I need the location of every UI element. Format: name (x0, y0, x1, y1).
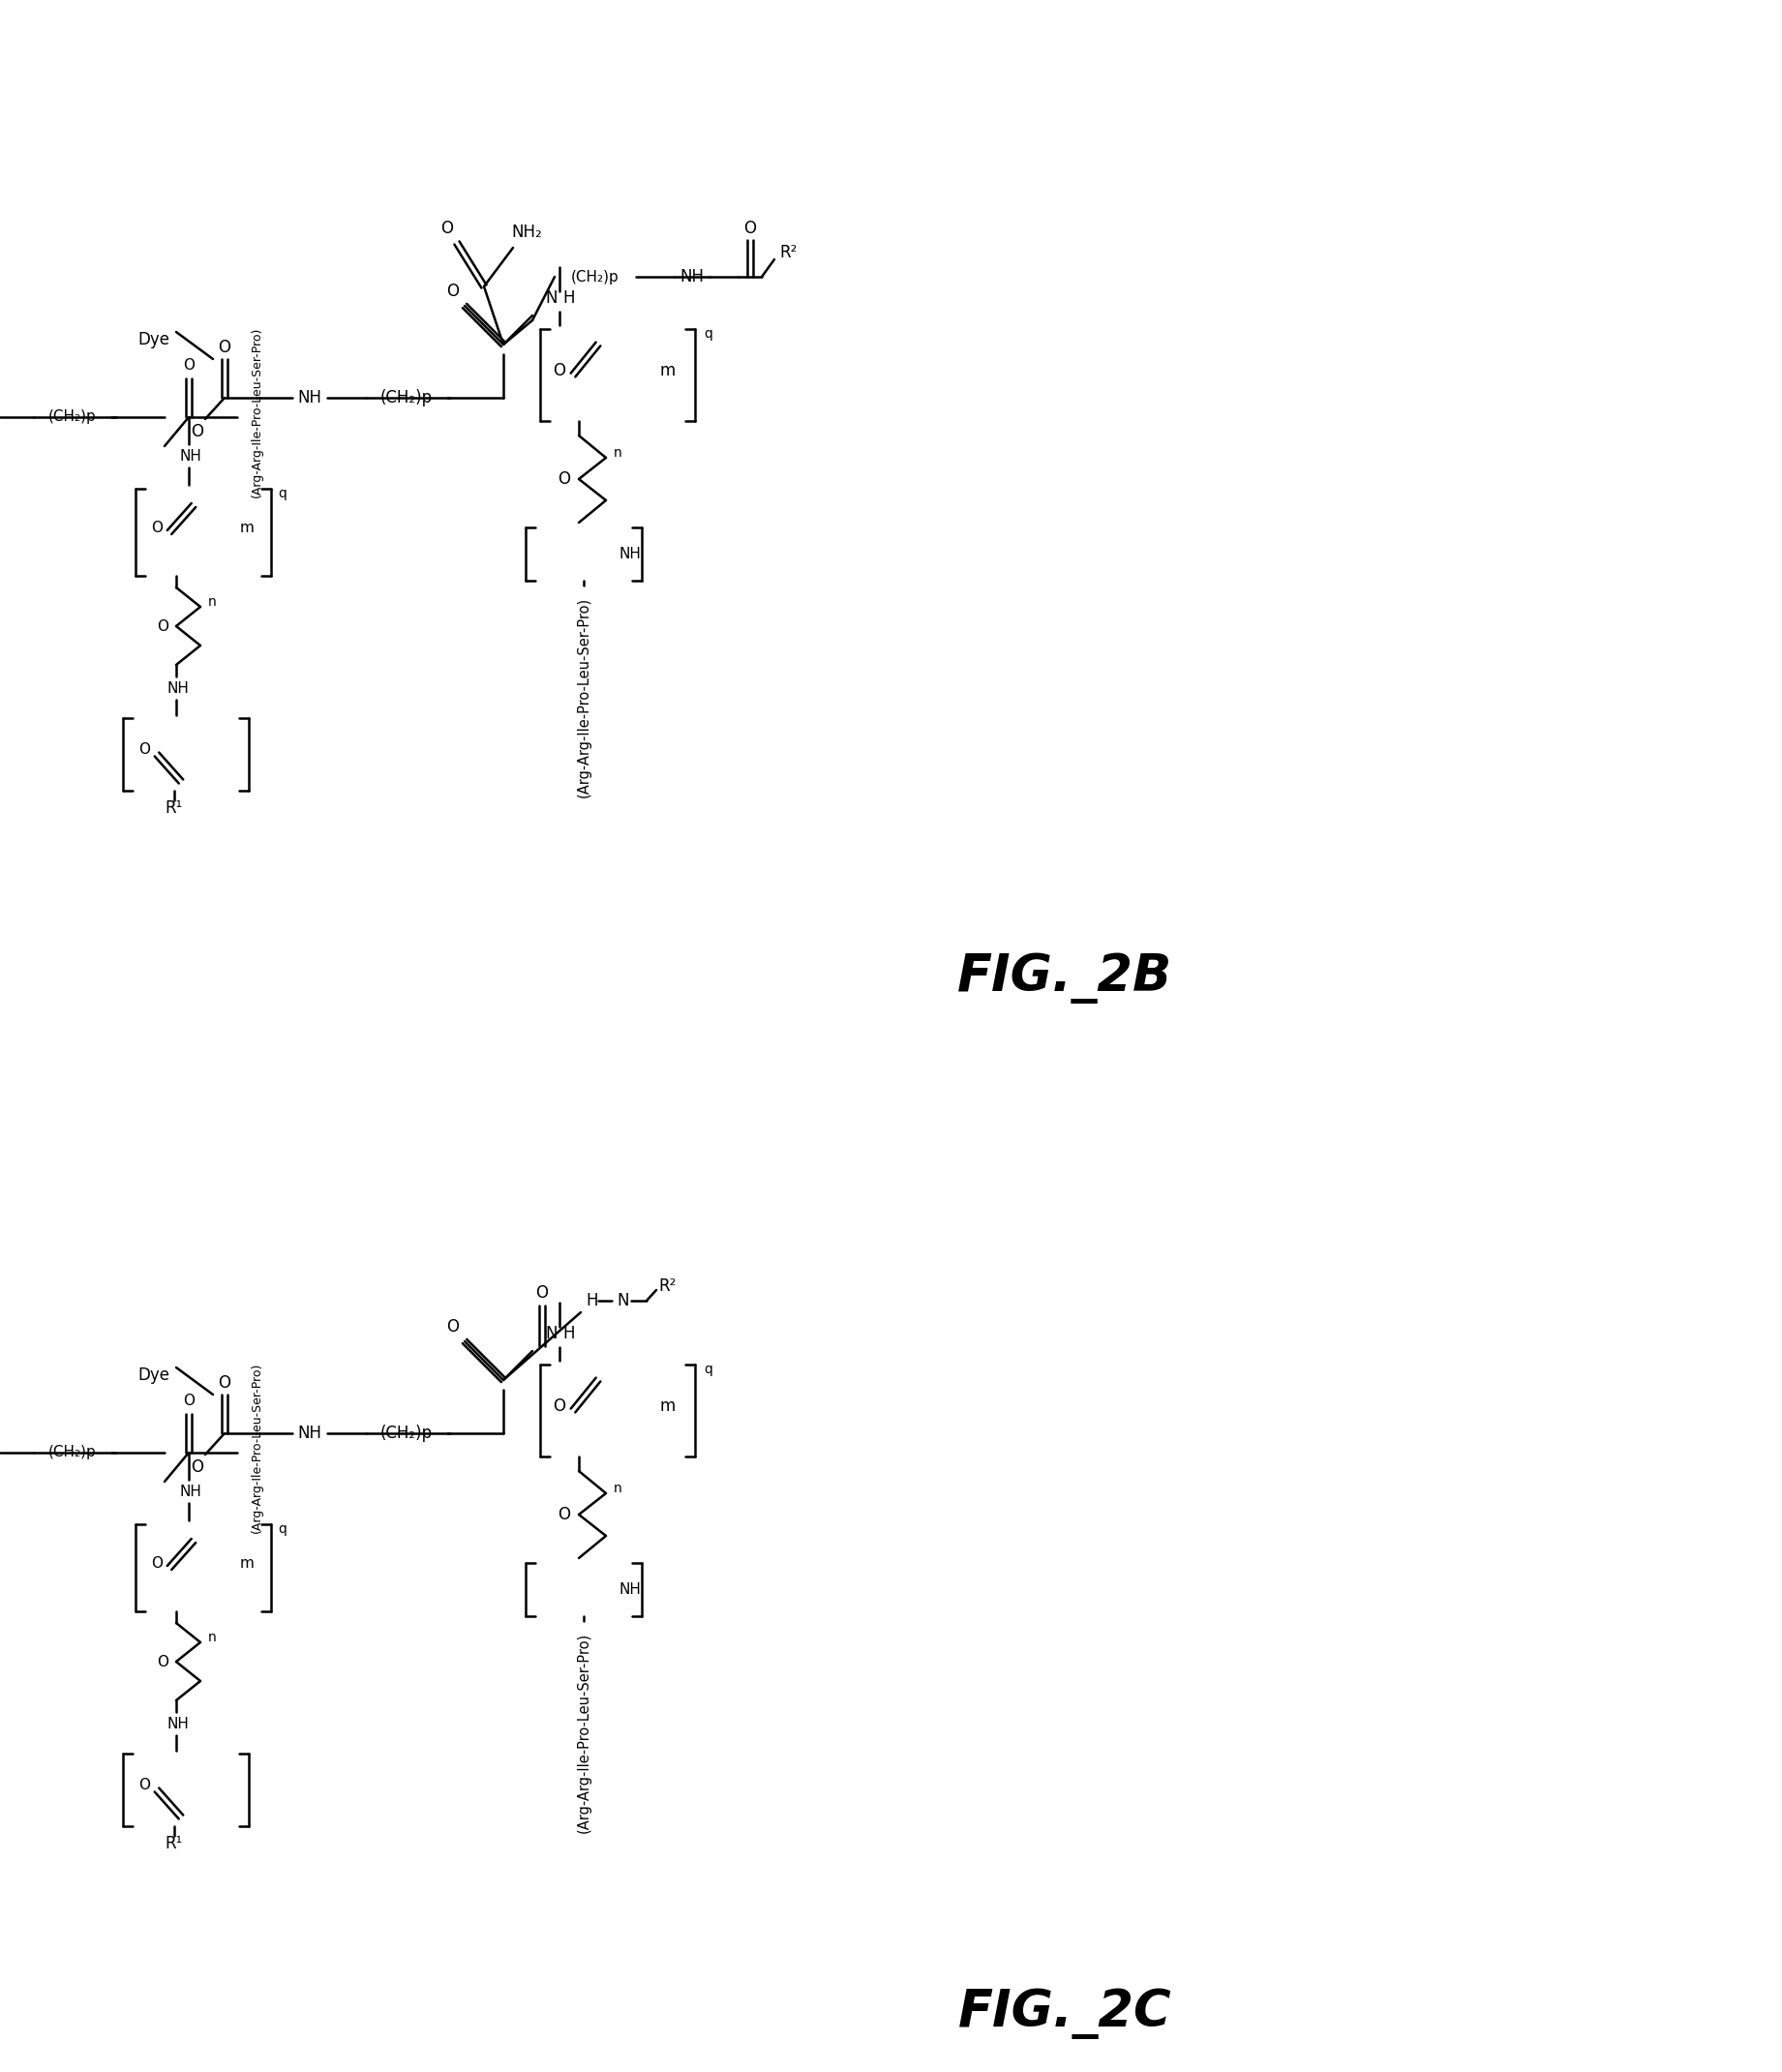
Text: N: N (545, 290, 558, 307)
Text: O: O (447, 1318, 460, 1336)
Text: O: O (552, 1397, 565, 1415)
Text: O: O (552, 361, 565, 379)
Text: O: O (157, 1653, 169, 1668)
Text: Dye: Dye (137, 1368, 169, 1384)
Text: (Arg-Arg-Ile-Pro-Leu-Ser-Pro): (Arg-Arg-Ile-Pro-Leu-Ser-Pro) (249, 327, 262, 497)
Text: n: n (208, 595, 216, 609)
Text: NH: NH (168, 1716, 189, 1730)
Text: q: q (704, 1363, 713, 1376)
Text: Dye: Dye (137, 332, 169, 348)
Text: (Arg-Arg-Ile-Pro-Leu-Ser-Pro): (Arg-Arg-Ile-Pro-Leu-Ser-Pro) (576, 1633, 592, 1832)
Text: FIG._2C: FIG._2C (959, 1989, 1171, 2039)
Text: R²: R² (781, 244, 798, 261)
Text: R¹: R¹ (166, 800, 184, 816)
Text: O: O (151, 1556, 162, 1571)
Text: NH₂: NH₂ (511, 224, 542, 240)
Text: H: H (563, 290, 576, 307)
Text: (CH₂)p: (CH₂)p (48, 1446, 96, 1461)
Text: FIG._2B: FIG._2B (957, 953, 1173, 1003)
Text: O: O (191, 1459, 203, 1475)
Text: O: O (558, 1506, 570, 1523)
Text: O: O (447, 282, 460, 300)
Text: n: n (613, 445, 622, 460)
Text: O: O (558, 470, 570, 487)
Text: NH: NH (298, 1426, 323, 1442)
Text: NH: NH (618, 547, 642, 562)
Text: NH: NH (618, 1583, 642, 1598)
Text: n: n (613, 1481, 622, 1496)
Text: O: O (217, 338, 232, 356)
Text: O: O (139, 742, 150, 756)
Text: (Arg-Arg-Ile-Pro-Leu-Ser-Pro): (Arg-Arg-Ile-Pro-Leu-Ser-Pro) (249, 1363, 262, 1533)
Text: m: m (659, 1397, 675, 1415)
Text: N: N (545, 1324, 558, 1343)
Text: q: q (704, 327, 713, 340)
Text: H: H (586, 1293, 599, 1310)
Text: H: H (563, 1324, 576, 1343)
Text: NH: NH (168, 682, 189, 696)
Text: q: q (278, 487, 287, 499)
Text: m: m (239, 1556, 255, 1571)
Text: NH: NH (298, 390, 323, 406)
Text: O: O (743, 220, 756, 236)
Text: N: N (617, 1293, 629, 1310)
Text: O: O (217, 1374, 232, 1392)
Text: q: q (278, 1523, 287, 1535)
Text: O: O (139, 1778, 150, 1792)
Text: O: O (157, 620, 169, 634)
Text: R²: R² (659, 1278, 677, 1295)
Text: O: O (440, 220, 453, 236)
Text: O: O (184, 358, 194, 373)
Text: (Arg-Arg-Ile-Pro-Leu-Ser-Pro): (Arg-Arg-Ile-Pro-Leu-Ser-Pro) (576, 597, 592, 798)
Text: R¹: R¹ (166, 1836, 184, 1852)
Text: O: O (536, 1285, 549, 1301)
Text: n: n (208, 1631, 216, 1645)
Text: NH: NH (180, 448, 201, 462)
Text: (CH₂)p: (CH₂)p (572, 269, 620, 284)
Text: (CH₂)p: (CH₂)p (380, 1426, 433, 1442)
Text: NH: NH (180, 1484, 201, 1498)
Text: NH: NH (681, 267, 704, 286)
Text: (CH₂)p: (CH₂)p (380, 390, 433, 406)
Text: O: O (191, 423, 203, 441)
Text: O: O (151, 520, 162, 535)
Text: (CH₂)p: (CH₂)p (48, 410, 96, 425)
Text: m: m (659, 361, 675, 379)
Text: m: m (239, 520, 255, 535)
Text: O: O (184, 1394, 194, 1409)
